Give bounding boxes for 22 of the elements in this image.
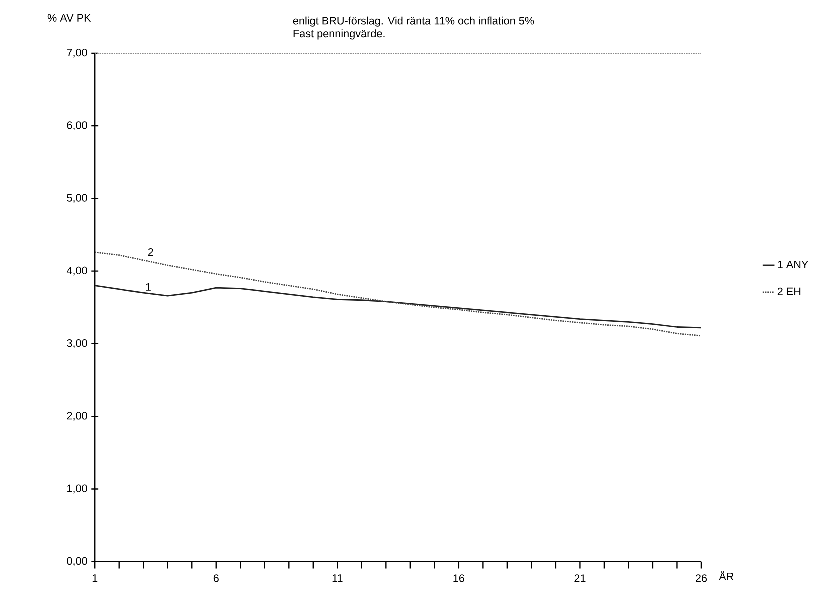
- annotation: 1: [146, 283, 151, 291]
- x-tick-label: 1: [92, 574, 98, 582]
- annotation: 2: [148, 248, 154, 256]
- y-tick-label: 2,00: [67, 412, 88, 421]
- y-tick-label: 1,00: [68, 484, 88, 494]
- y-axis-title: % AV PK: [48, 14, 92, 22]
- x-tick-label: 11: [332, 574, 343, 582]
- legend-label: 2 EH: [778, 288, 801, 296]
- y-tick-label: 3,00: [67, 339, 88, 348]
- y-tick-label: 7,00: [67, 48, 88, 58]
- chart-title: enligt BRU-förslag. Vid ränta 11% och inflation 5%: [293, 16, 534, 27]
- x-tick-label: 16: [454, 574, 464, 582]
- x-tick-label: 26: [696, 574, 708, 582]
- x-tick-label: 6: [214, 574, 219, 582]
- legend-label: 1 ANY: [778, 260, 808, 268]
- x-tick-label: 21: [574, 574, 586, 582]
- y-tick-label: 4,00: [66, 266, 88, 276]
- y-tick-label: 5,00: [67, 194, 88, 203]
- x-axis-title: ÅR: [719, 570, 734, 580]
- y-tick-label: 0,00: [67, 557, 88, 566]
- y-tick-label: 6,00: [67, 121, 88, 130]
- chart-subtitle: Fast penningvärde.: [294, 29, 385, 40]
